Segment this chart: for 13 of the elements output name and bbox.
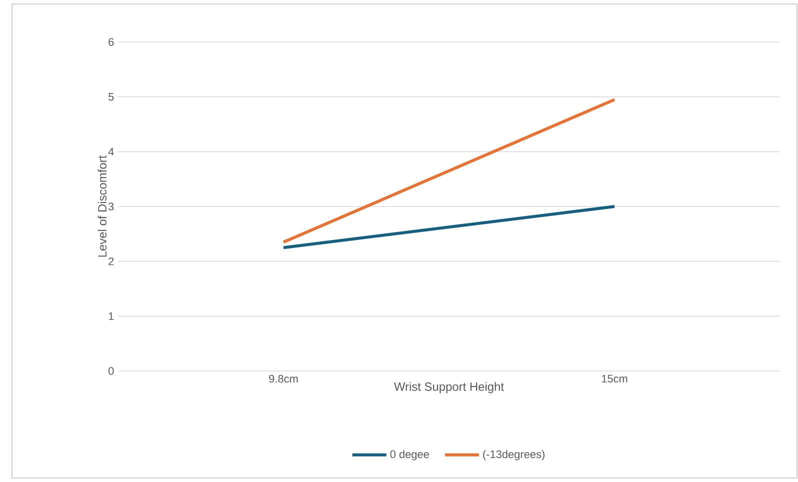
- y-tick-label: 1: [108, 312, 114, 320]
- x-tick-label: 9.8cm: [269, 374, 298, 383]
- x-axis-title: Wrist Support Height: [394, 382, 504, 394]
- legend-label: 0 degee: [390, 450, 429, 460]
- y-tick-label: 6: [108, 38, 114, 46]
- legend-label: (-13degrees): [483, 450, 544, 460]
- x-tick-label: 15cm: [602, 374, 628, 382]
- y-axis-title: Level of Discomfort: [98, 155, 107, 257]
- y-tick-label: 0: [108, 367, 114, 375]
- y-tick-label: 5: [108, 93, 114, 101]
- y-tick-label: 3: [108, 202, 114, 210]
- y-tick-label: 2: [108, 258, 114, 266]
- y-tick-label: 4: [108, 148, 114, 156]
